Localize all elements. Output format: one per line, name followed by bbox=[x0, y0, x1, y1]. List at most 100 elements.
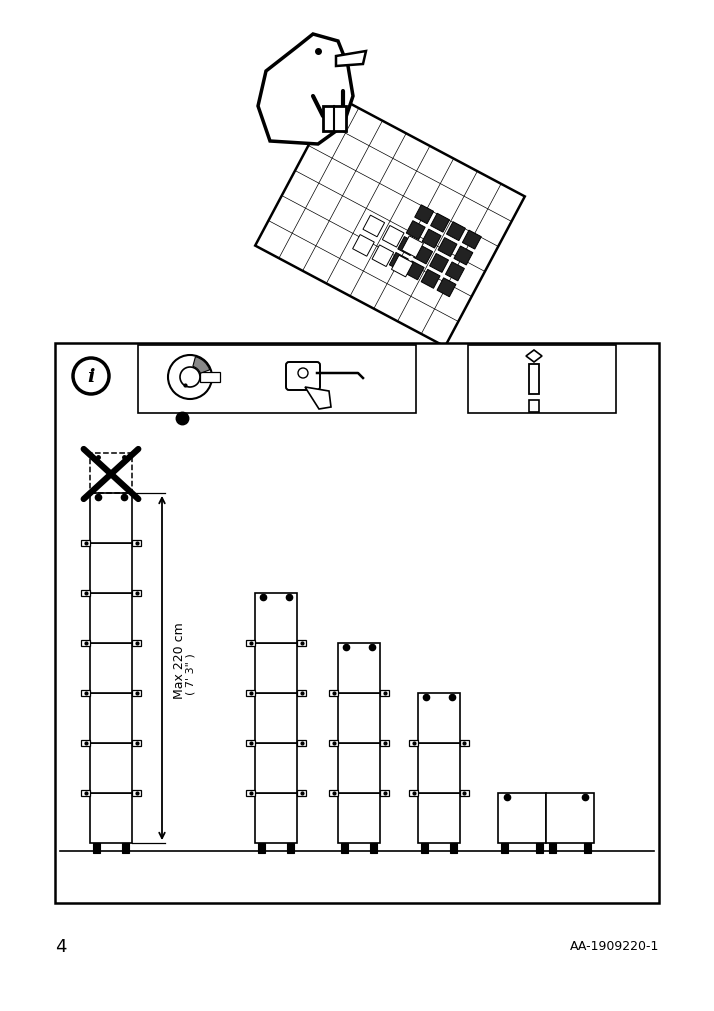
Circle shape bbox=[298, 369, 308, 379]
Bar bbox=[536, 843, 543, 853]
Bar bbox=[463, 231, 481, 250]
Bar bbox=[380, 691, 389, 697]
Bar bbox=[389, 253, 408, 272]
Bar bbox=[90, 593, 132, 643]
Bar bbox=[529, 365, 539, 394]
Bar bbox=[297, 740, 306, 746]
Bar bbox=[132, 791, 141, 797]
Bar bbox=[338, 743, 380, 794]
Bar bbox=[353, 236, 374, 257]
Bar bbox=[297, 691, 306, 697]
Bar bbox=[341, 843, 348, 853]
Bar bbox=[329, 691, 338, 697]
Bar bbox=[90, 493, 132, 544]
Polygon shape bbox=[526, 351, 542, 363]
Bar bbox=[450, 843, 457, 853]
Bar bbox=[431, 214, 450, 233]
Bar bbox=[255, 643, 297, 694]
Bar bbox=[501, 843, 508, 853]
Text: 4: 4 bbox=[55, 937, 66, 955]
Bar bbox=[454, 247, 473, 266]
Polygon shape bbox=[258, 35, 353, 145]
Bar bbox=[93, 843, 100, 853]
Bar bbox=[413, 246, 433, 265]
Bar bbox=[402, 237, 423, 258]
Bar bbox=[418, 794, 460, 843]
Bar bbox=[406, 262, 424, 281]
Circle shape bbox=[168, 356, 212, 399]
Bar bbox=[338, 694, 380, 743]
Bar bbox=[81, 640, 90, 646]
Bar bbox=[255, 96, 525, 347]
Bar bbox=[81, 590, 90, 596]
Bar bbox=[398, 238, 417, 256]
Bar bbox=[200, 373, 220, 382]
Bar bbox=[81, 791, 90, 797]
Bar bbox=[255, 694, 297, 743]
Bar bbox=[246, 640, 255, 646]
Bar bbox=[90, 694, 132, 743]
Bar bbox=[81, 691, 90, 697]
Text: Max 220 cm: Max 220 cm bbox=[173, 622, 186, 699]
Polygon shape bbox=[336, 52, 366, 67]
Polygon shape bbox=[323, 107, 346, 131]
Bar bbox=[437, 279, 456, 297]
Bar bbox=[246, 791, 255, 797]
Polygon shape bbox=[305, 387, 331, 409]
Bar bbox=[132, 691, 141, 697]
Bar bbox=[430, 254, 448, 273]
Bar bbox=[406, 221, 425, 241]
Bar bbox=[529, 400, 539, 412]
Bar bbox=[132, 740, 141, 746]
Bar bbox=[391, 256, 413, 278]
Bar bbox=[55, 344, 659, 903]
Bar bbox=[460, 740, 469, 746]
Bar bbox=[90, 544, 132, 593]
Bar bbox=[415, 205, 433, 224]
Text: i: i bbox=[87, 368, 95, 385]
Bar bbox=[132, 541, 141, 547]
Bar bbox=[329, 740, 338, 746]
Bar bbox=[446, 222, 466, 242]
Bar bbox=[255, 743, 297, 794]
Bar bbox=[132, 590, 141, 596]
Bar bbox=[338, 794, 380, 843]
Bar bbox=[370, 843, 377, 853]
Bar bbox=[297, 791, 306, 797]
Bar bbox=[255, 593, 297, 643]
Bar bbox=[409, 740, 418, 746]
Bar bbox=[90, 643, 132, 694]
Bar bbox=[81, 740, 90, 746]
Bar bbox=[446, 263, 464, 282]
Bar bbox=[380, 740, 389, 746]
Circle shape bbox=[180, 368, 200, 387]
Bar bbox=[421, 270, 440, 289]
Circle shape bbox=[73, 359, 109, 394]
Text: AA-1909220-1: AA-1909220-1 bbox=[570, 939, 659, 952]
Bar bbox=[383, 226, 404, 248]
Bar bbox=[584, 843, 591, 853]
Text: ( 7' 3" ): ( 7' 3" ) bbox=[185, 652, 195, 695]
Bar bbox=[90, 743, 132, 794]
Bar bbox=[372, 246, 393, 267]
Bar bbox=[138, 346, 416, 413]
Wedge shape bbox=[193, 357, 210, 374]
Bar bbox=[81, 541, 90, 547]
Bar bbox=[255, 794, 297, 843]
Bar bbox=[287, 843, 294, 853]
Bar bbox=[297, 640, 306, 646]
Bar bbox=[329, 791, 338, 797]
Bar bbox=[549, 843, 556, 853]
Bar bbox=[498, 794, 546, 843]
Bar bbox=[460, 791, 469, 797]
Bar bbox=[363, 216, 385, 238]
Bar bbox=[438, 239, 457, 257]
Bar bbox=[422, 229, 441, 249]
Bar bbox=[90, 794, 132, 843]
Bar bbox=[122, 843, 129, 853]
Bar bbox=[246, 740, 255, 746]
Bar bbox=[468, 346, 616, 413]
Bar bbox=[409, 791, 418, 797]
Bar bbox=[258, 843, 265, 853]
Bar bbox=[132, 640, 141, 646]
